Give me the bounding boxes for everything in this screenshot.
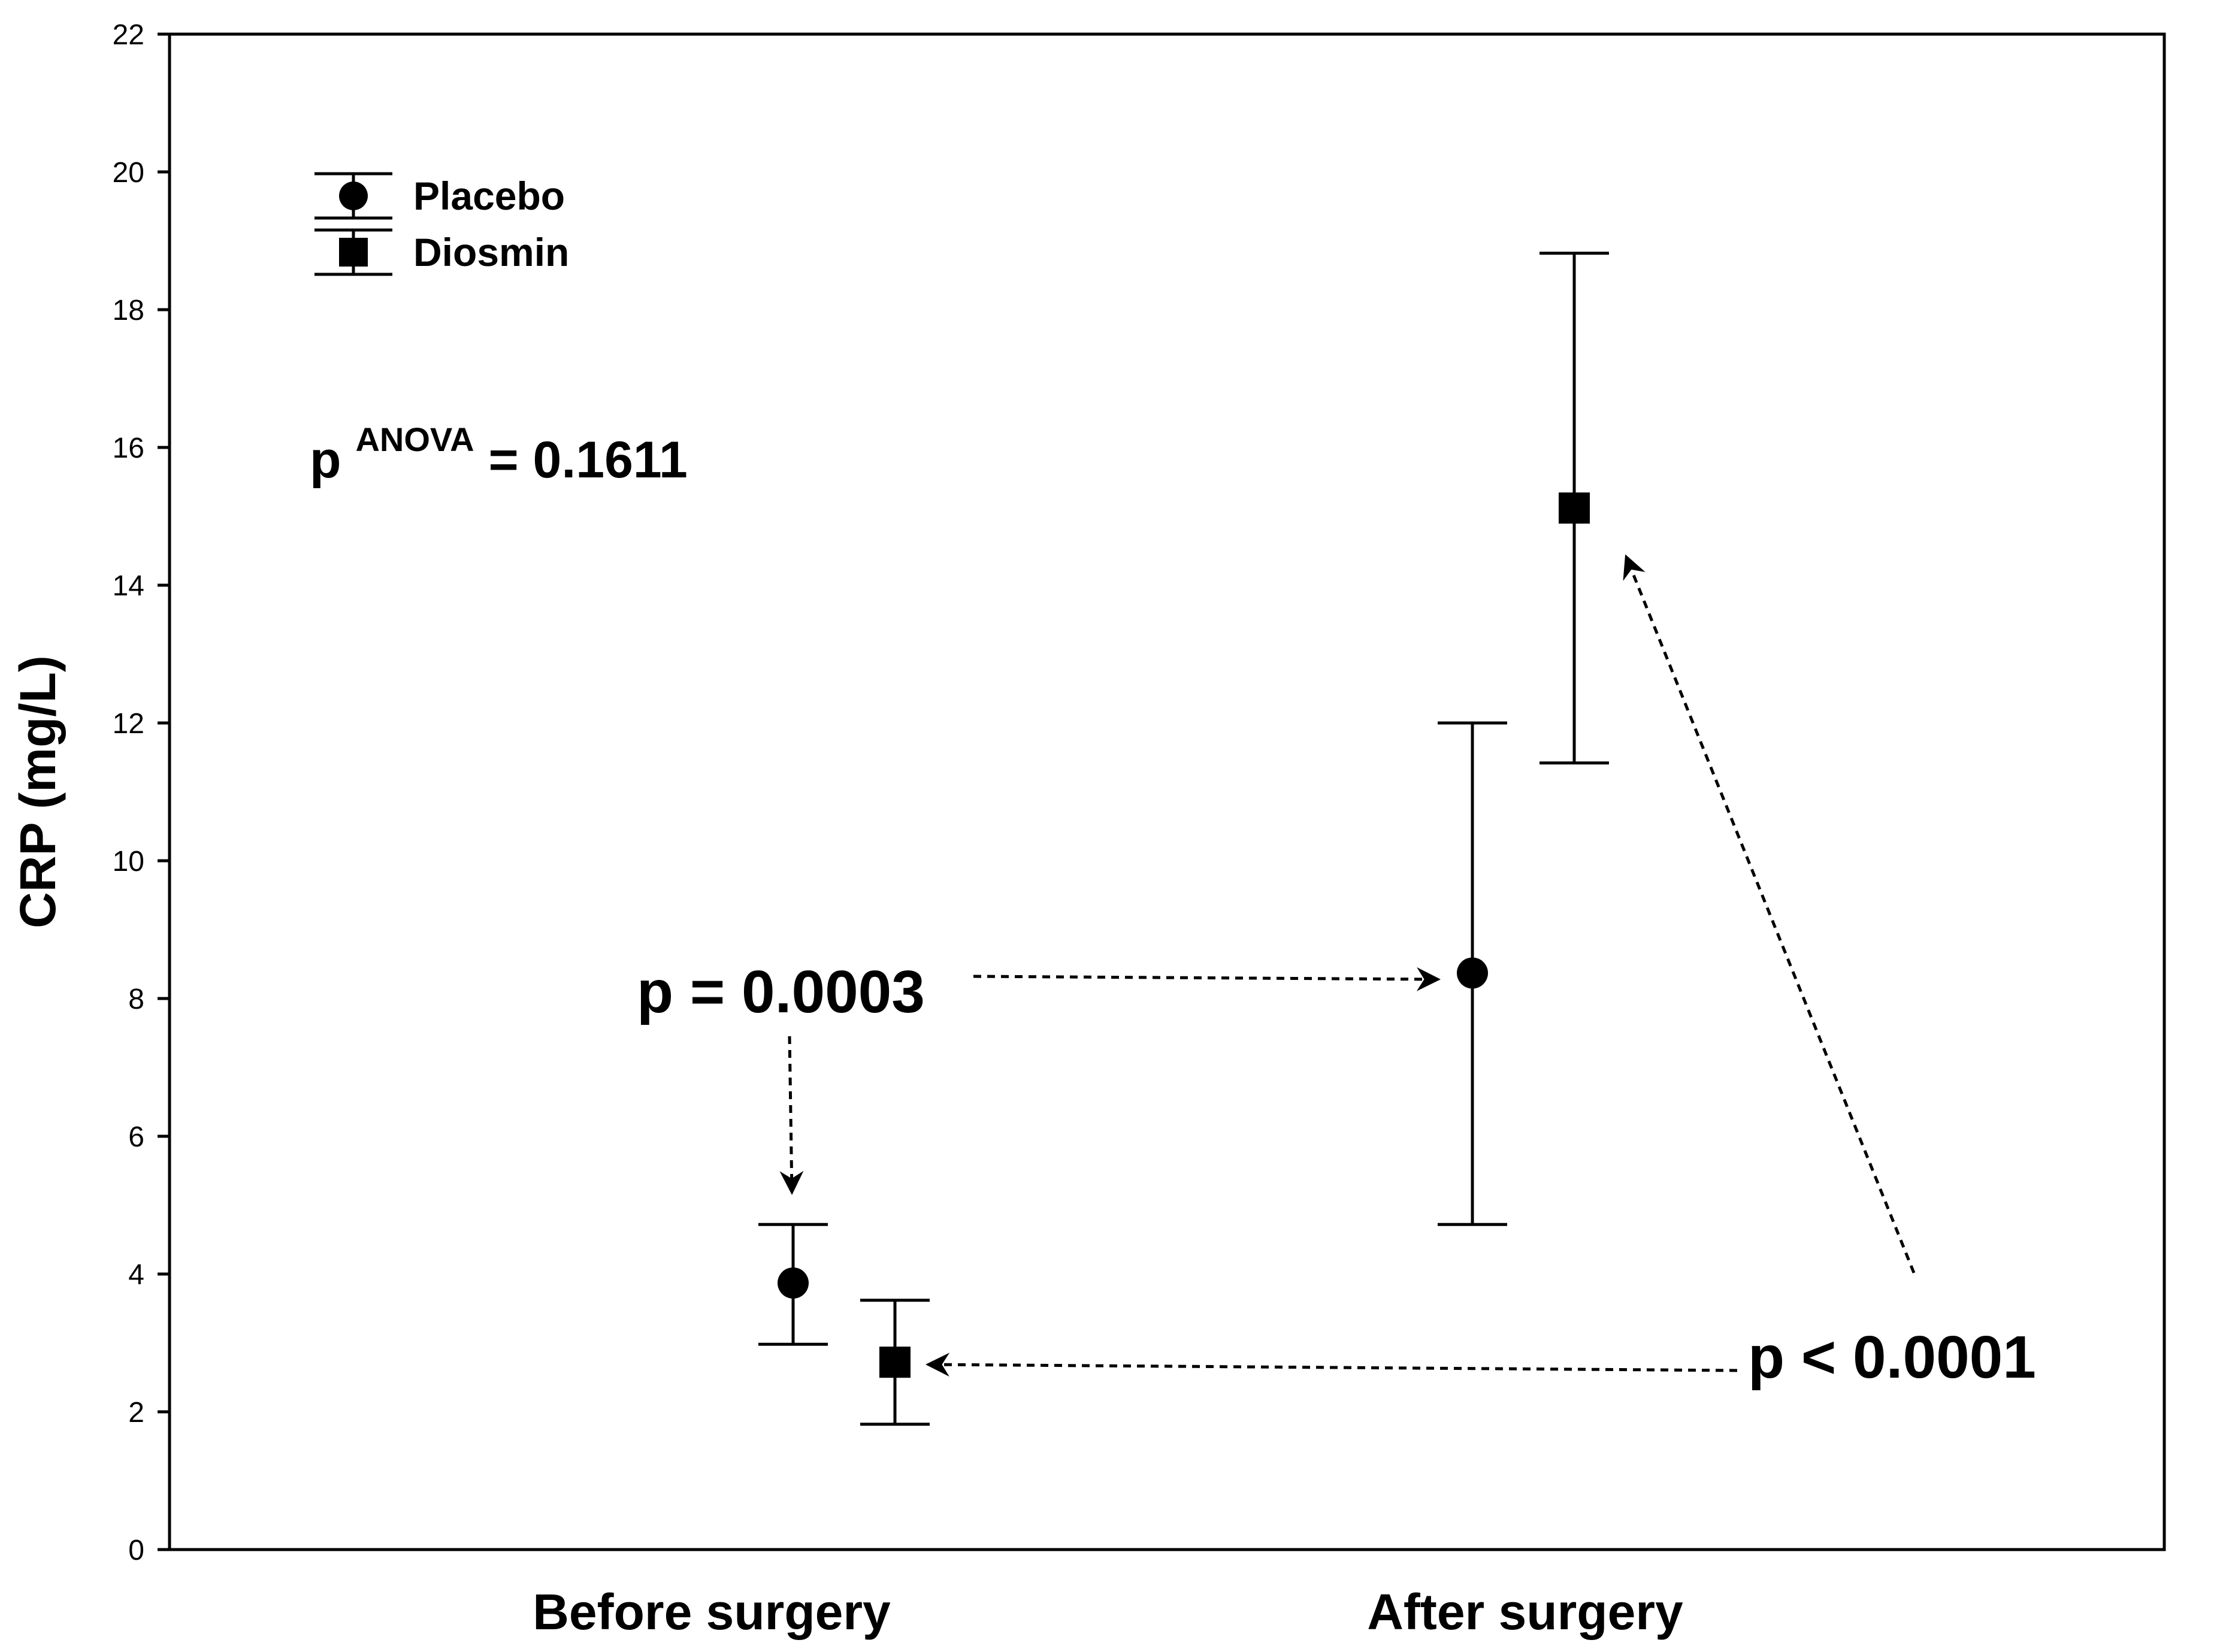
placebo-point (778, 1267, 809, 1299)
x-category-label: After surgery (1367, 1584, 1683, 1640)
legend-entry-placebo: Placebo (314, 172, 565, 220)
legend: Placebo Diosmin (314, 172, 569, 276)
legend-label-placebo: Placebo (413, 174, 565, 218)
legend-diosmin-square-marker (339, 238, 368, 267)
y-axis: 0 2 4 6 8 10 12 14 16 18 20 22 Before surgery After s… (113, 19, 1683, 1640)
y-tick-label: 20 (113, 157, 144, 189)
y-tick-label: 22 (113, 19, 144, 51)
y-tick-label: 12 (113, 708, 144, 740)
placebo-point (1457, 957, 1488, 989)
y-tick-label: 0 (128, 1535, 144, 1566)
comparison-arrows (779, 554, 1916, 1377)
arrow-p0001-to-diosmin-after (1623, 554, 1916, 1273)
arrow-p0003-to-placebo-after (973, 967, 1441, 991)
y-tick-label: 14 (113, 570, 144, 602)
anova-annotation: p ANOVA = 0.1611 (310, 405, 688, 489)
y-tick-label: 10 (113, 846, 144, 878)
arrow-p0003-to-placebo-before (779, 1036, 804, 1195)
p-value-placebo: p = 0.0003 (637, 958, 925, 1025)
y-tick-label: 2 (128, 1397, 144, 1429)
y-axis-title: CRP (mg/L) (10, 655, 66, 928)
anova-superscript: ANOVA (355, 420, 474, 458)
y-tick-label: 6 (128, 1121, 144, 1153)
arrow-p0001-to-diosmin-before (925, 1353, 1738, 1377)
y-tick-label: 16 (113, 432, 144, 464)
p-value-diosmin: p < 0.0001 (1748, 1324, 2036, 1391)
anova-value: = 0.1611 (488, 431, 687, 489)
anova-p: p (310, 431, 341, 489)
legend-placebo-circle-marker (339, 181, 368, 210)
plot-frame (168, 32, 2166, 1551)
diosmin-point (879, 1347, 911, 1378)
y-tick-label: 8 (128, 984, 144, 1015)
diosmin-point (1559, 492, 1590, 524)
legend-label-diosmin: Diosmin (413, 230, 569, 274)
legend-entry-diosmin: Diosmin (314, 228, 569, 276)
x-category-label: Before surgery (533, 1584, 891, 1640)
data-marks (758, 252, 1609, 1426)
y-tick-label: 18 (113, 295, 144, 326)
y-tick-label: 4 (128, 1259, 144, 1291)
